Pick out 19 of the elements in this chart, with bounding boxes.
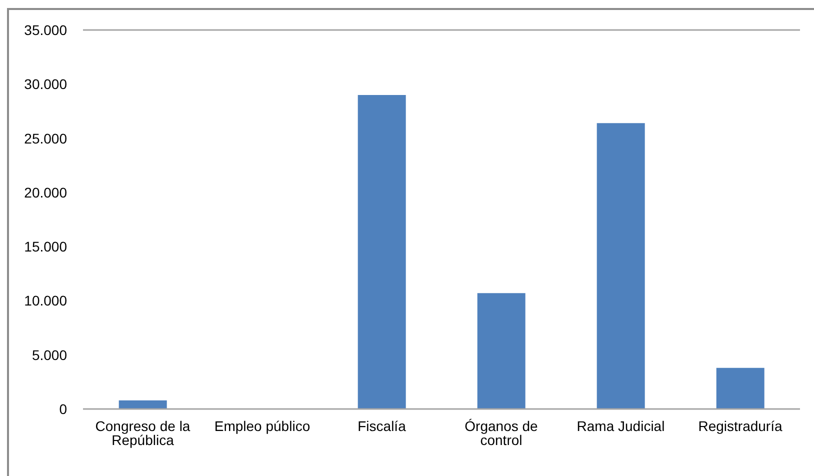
bar	[118, 400, 167, 409]
x-tick-label: Órganos de control	[464, 418, 538, 448]
y-tick-label: 10.000	[24, 292, 68, 309]
bar	[358, 94, 406, 409]
y-tick-label: 5.000	[32, 346, 68, 363]
y-tick-label: 20.000	[24, 184, 68, 200]
x-tick-label: Fiscalía	[358, 418, 406, 434]
x-tick-label: Registraduría	[698, 418, 782, 434]
y-tick-label: 30.000	[24, 76, 68, 92]
y-tick-label: 25.000	[24, 130, 68, 146]
x-tick-label: Congreso de la República	[95, 418, 190, 448]
bar	[477, 293, 526, 409]
bar	[716, 368, 764, 409]
x-tick-label: Rama Judicial	[576, 418, 665, 434]
y-tick-label: 15.000	[24, 238, 68, 255]
y-tick-label: 35.000	[24, 22, 68, 38]
y-tick-label: 0	[59, 400, 68, 417]
bar	[596, 123, 645, 409]
x-tick-label: Empleo público	[214, 418, 310, 434]
